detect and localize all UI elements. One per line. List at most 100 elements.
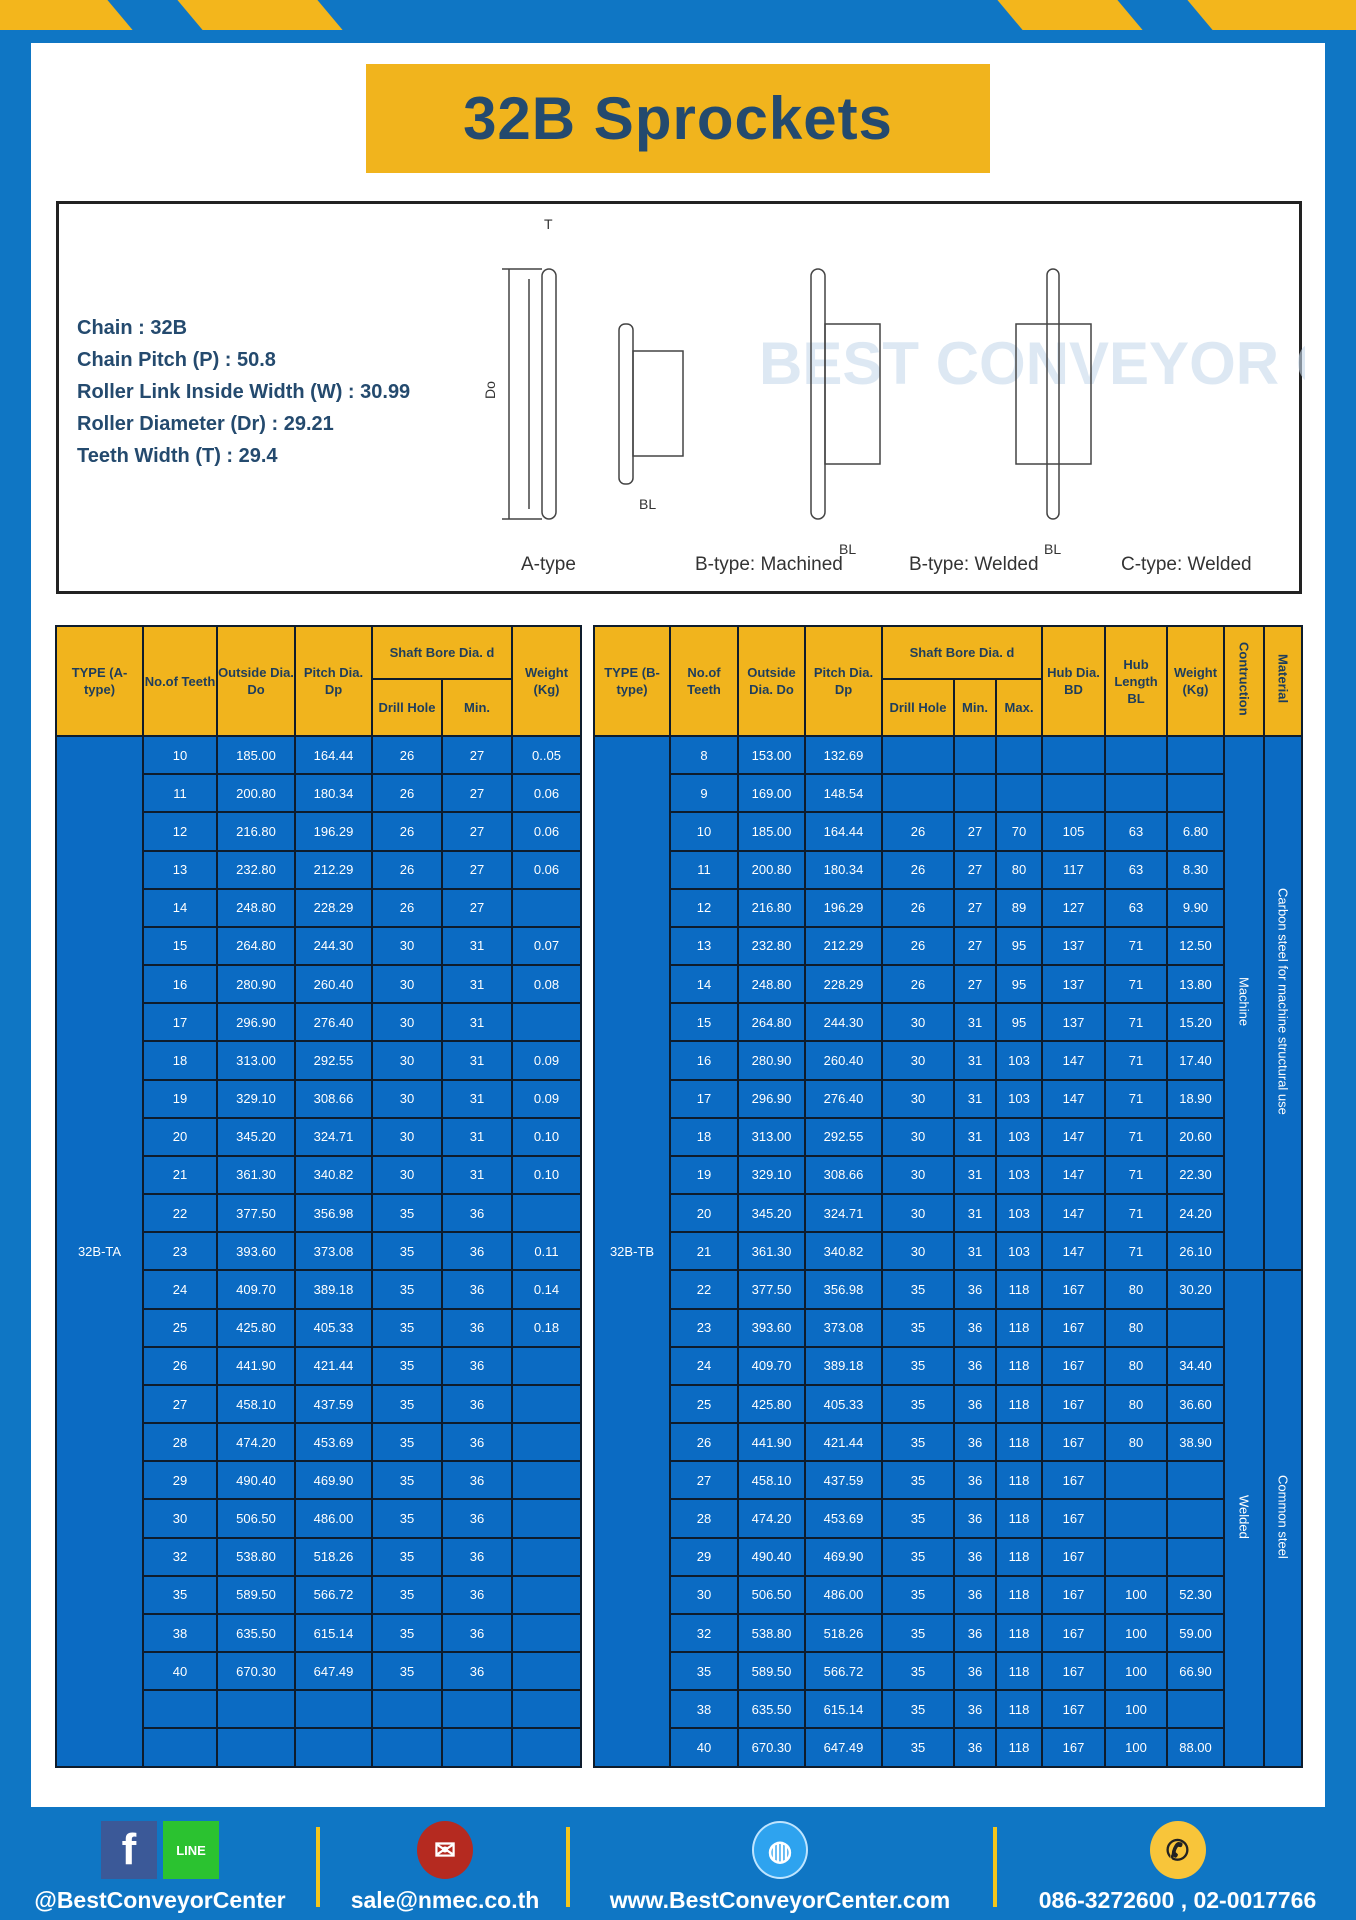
table-cell: 36 bbox=[441, 1231, 513, 1272]
table-cell: 35 bbox=[881, 1536, 955, 1577]
table-cell: 27 bbox=[441, 887, 513, 928]
header-do: Outside Dia. Do bbox=[737, 625, 806, 737]
table-cell: 30 bbox=[881, 1040, 955, 1081]
email-contact[interactable]: ✉ sale@nmec.co.th bbox=[330, 1821, 560, 1914]
construction-label: Machine bbox=[1236, 977, 1252, 1027]
table-cell: 167 bbox=[1041, 1422, 1107, 1463]
table-row: 27 458.10 437.59 35 36 bbox=[56, 1383, 582, 1425]
table-row: 21 361.30 340.82 30 31 103 147 71 26.10 bbox=[594, 1231, 1302, 1272]
table-cell bbox=[881, 773, 955, 814]
table-cell bbox=[953, 773, 997, 814]
table-cell: 27 bbox=[441, 849, 513, 890]
table-cell: 361.30 bbox=[737, 1231, 806, 1272]
table-cell: 164.44 bbox=[294, 734, 373, 776]
sprocket-diagram: Chain : 32B Chain Pitch (P) : 50.8 Rolle… bbox=[56, 201, 1305, 594]
table-cell: 389.18 bbox=[804, 1345, 883, 1386]
table-cell: 31 bbox=[441, 925, 513, 967]
phone-contact[interactable]: ✆ 086-3272600 , 02-0017766 bbox=[1005, 1821, 1350, 1914]
table-cell bbox=[441, 1689, 513, 1730]
table-row: 17 296.90 276.40 30 31 103 147 71 18.90 bbox=[594, 1078, 1302, 1119]
table-cell: 441.90 bbox=[737, 1422, 806, 1463]
table-cell: 80 bbox=[1104, 1383, 1169, 1425]
table-cell: 36 bbox=[441, 1422, 513, 1463]
table-cell: 35 bbox=[881, 1269, 955, 1310]
table-row: 12 216.80 196.29 26 27 89 127 63 9.90 bbox=[594, 887, 1302, 928]
email-icon: ✉ bbox=[417, 1821, 473, 1879]
table-cell: 27 bbox=[142, 1383, 218, 1425]
table-cell: 30 bbox=[371, 1116, 443, 1157]
table-cell bbox=[1104, 773, 1169, 814]
table-cell bbox=[1104, 1498, 1169, 1539]
spec-teeth: Teeth Width (T) : 29.4 bbox=[77, 445, 278, 467]
phone-numbers[interactable]: 086-3272600 , 02-0017766 bbox=[1038, 1887, 1317, 1913]
social-handle[interactable]: @BestConveyorCenter bbox=[34, 1887, 286, 1913]
table-cell: 100 bbox=[1104, 1651, 1169, 1692]
table-row bbox=[56, 1689, 582, 1730]
table-cell bbox=[371, 1689, 443, 1730]
table-cell: 36 bbox=[953, 1383, 997, 1425]
table-cell bbox=[294, 1689, 373, 1730]
table-cell: 71 bbox=[1104, 1002, 1169, 1043]
table-cell: 35 bbox=[881, 1651, 955, 1692]
website-link[interactable]: www.BestConveyorCenter.com bbox=[609, 1887, 951, 1913]
phone-icon: ✆ bbox=[1149, 1821, 1206, 1879]
table-cell: 27 bbox=[669, 1460, 739, 1501]
header-weight: Weight (Kg) bbox=[1166, 625, 1226, 737]
table-cell: 137 bbox=[1041, 964, 1107, 1005]
table-cell: 0.06 bbox=[511, 811, 582, 852]
table-cell: 35 bbox=[881, 1498, 955, 1539]
table-cell: 27 bbox=[953, 849, 997, 890]
table-cell: 103 bbox=[994, 1040, 1044, 1081]
table-row: 40 670.30 647.49 35 36 bbox=[56, 1651, 582, 1692]
table-cell: 30 bbox=[881, 1231, 955, 1272]
decor-stripe bbox=[0, 0, 133, 30]
table-cell: 27 bbox=[953, 925, 997, 967]
table-cell: 35 bbox=[881, 1574, 955, 1615]
table-cell: 29 bbox=[142, 1460, 218, 1501]
table-cell: 40 bbox=[669, 1727, 739, 1768]
table-cell: 35 bbox=[371, 1651, 443, 1692]
table-cell: 137 bbox=[1041, 925, 1107, 967]
table-cell: 26 bbox=[881, 925, 955, 967]
table-cell: 589.50 bbox=[216, 1574, 296, 1615]
table-cell: 35 bbox=[881, 1727, 955, 1768]
table-cell: 474.20 bbox=[216, 1422, 296, 1463]
table-cell: 117 bbox=[1041, 849, 1107, 890]
table-cell: 373.08 bbox=[804, 1307, 883, 1348]
social-contact[interactable]: f LINE @BestConveyorCenter bbox=[20, 1821, 300, 1914]
web-contact[interactable]: ◍ www.BestConveyorCenter.com bbox=[580, 1821, 980, 1914]
table-row: 18 313.00 292.55 30 31 103 147 71 20.60 bbox=[594, 1116, 1302, 1157]
table-cell: 264.80 bbox=[737, 1002, 806, 1043]
table-cell: 313.00 bbox=[737, 1116, 806, 1157]
dim-do: Do bbox=[482, 381, 498, 399]
line-icon[interactable]: LINE bbox=[163, 1821, 219, 1879]
table-cell bbox=[294, 1727, 373, 1768]
table-cell: 35 bbox=[371, 1422, 443, 1463]
table-row: 11 200.80 180.34 26 27 0.06 bbox=[56, 773, 582, 814]
table-cell bbox=[1166, 1307, 1226, 1348]
table-cell: 30 bbox=[881, 1154, 955, 1196]
table-cell: 0.08 bbox=[511, 964, 582, 1005]
table-cell: 15 bbox=[142, 925, 218, 967]
table-cell: 103 bbox=[994, 1078, 1044, 1119]
table-cell: 71 bbox=[1104, 1078, 1169, 1119]
table-row: 13 232.80 212.29 26 27 0.06 bbox=[56, 849, 582, 890]
a-type-plate bbox=[541, 268, 557, 520]
table-cell: 0.10 bbox=[511, 1154, 582, 1196]
chain-specs: Chain : 32B Chain Pitch (P) : 50.8 Rolle… bbox=[77, 312, 410, 472]
header-do: Outside Dia. Do bbox=[216, 625, 296, 737]
table-row: 16 280.90 260.40 30 31 0.08 bbox=[56, 964, 582, 1005]
facebook-icon[interactable]: f bbox=[101, 1821, 157, 1879]
table-cell: 100 bbox=[1104, 1727, 1169, 1768]
table-cell: 441.90 bbox=[216, 1345, 296, 1386]
table-cell: 200.80 bbox=[737, 849, 806, 890]
table-cell: 635.50 bbox=[737, 1689, 806, 1730]
email-link[interactable]: sale@nmec.co.th bbox=[350, 1887, 540, 1913]
table-cell: 36 bbox=[953, 1536, 997, 1577]
table-cell: 27 bbox=[953, 964, 997, 1005]
watermark: BEST CONVEYOR CENTER bbox=[759, 330, 1305, 397]
table-cell: 35 bbox=[142, 1574, 218, 1615]
table-cell: 18 bbox=[142, 1040, 218, 1081]
table-cell: 30 bbox=[371, 1078, 443, 1119]
table-cell: 31 bbox=[441, 964, 513, 1005]
